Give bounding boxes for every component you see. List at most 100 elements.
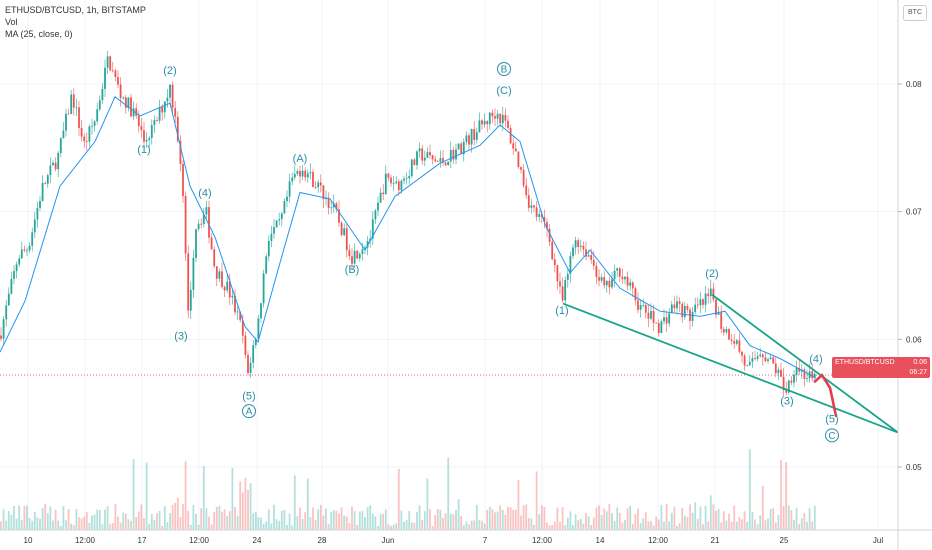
volume-bar — [741, 519, 743, 530]
candle-body — [746, 365, 749, 366]
candle-body — [514, 148, 517, 152]
volume-indicator-label[interactable]: Vol — [5, 17, 18, 27]
price-scale[interactable]: 0.05 0.06 0.07 0.08 — [898, 80, 922, 472]
candle-body — [696, 304, 699, 306]
volume-bar — [691, 512, 694, 530]
volume-bar — [369, 505, 372, 530]
candle-body — [429, 152, 431, 156]
candle-body — [501, 114, 504, 124]
volume-bar — [590, 524, 593, 530]
volume-bar — [748, 449, 751, 530]
candle-body — [104, 67, 106, 89]
candle-body — [572, 247, 574, 257]
time-scale[interactable]: 10 12:00 17 12:00 24 28 Jun 7 12:00 14 12:00 21 25 Ju… — [24, 536, 884, 545]
candle-body — [787, 380, 790, 393]
candle-body — [143, 130, 145, 142]
candle-body — [387, 173, 390, 178]
volume-bar — [624, 520, 626, 530]
candle-body — [522, 169, 525, 186]
volume-bar — [122, 512, 125, 530]
volume-bar — [174, 502, 177, 530]
currency-badge[interactable]: BTC — [903, 5, 927, 21]
candle-body — [405, 178, 408, 179]
volume-bar — [613, 521, 616, 530]
volume-bar — [468, 524, 470, 530]
candle-body — [699, 299, 702, 306]
volume-bar — [202, 466, 205, 530]
candle-body — [579, 245, 582, 247]
volume-bar — [322, 515, 325, 530]
volume-bar — [566, 517, 569, 530]
candle-body — [101, 88, 104, 101]
volume-bar — [187, 510, 190, 530]
volume-bar — [150, 514, 153, 530]
trendline[interactable] — [711, 293, 899, 434]
candle-body — [569, 256, 572, 274]
candle-body — [403, 178, 405, 181]
volume-bar — [543, 506, 546, 530]
volume-bar — [353, 511, 356, 530]
candle-body — [226, 281, 229, 291]
candle-body — [273, 227, 275, 234]
wave-label: (A) — [293, 153, 308, 165]
candle-body — [171, 84, 174, 109]
candle-body — [722, 328, 725, 333]
volume-bar — [67, 509, 70, 530]
volume-bar — [564, 525, 567, 530]
volume-bar — [145, 462, 148, 530]
volume-bar — [509, 507, 512, 530]
candle-body — [527, 195, 530, 208]
volume-bar — [538, 514, 541, 530]
volume-bar — [228, 511, 231, 530]
x-tick-label: 28 — [318, 536, 327, 545]
x-tick-label: 25 — [780, 536, 789, 545]
candle-body — [475, 132, 478, 140]
candle-body — [192, 257, 195, 290]
volume-bar — [730, 521, 733, 530]
candle-body — [312, 171, 314, 188]
volume-bar — [712, 504, 715, 530]
volume-bar — [725, 520, 728, 530]
candle-body — [426, 152, 429, 158]
candle-body — [421, 148, 424, 161]
symbol-title[interactable]: ETHUSD/BTCUSD, 1h, BITSTAMP — [5, 5, 146, 15]
candle-body — [764, 357, 767, 362]
volume-bar — [52, 520, 54, 530]
candle-body — [652, 311, 655, 323]
candle-body — [488, 112, 491, 125]
volume-bar — [20, 519, 23, 530]
candle-body — [317, 182, 320, 188]
volume-bar — [306, 478, 309, 530]
candle-body — [187, 253, 190, 311]
candle-body — [254, 338, 257, 346]
candle-body — [382, 192, 385, 195]
candle-body — [231, 295, 234, 298]
candle-body — [223, 286, 226, 291]
candle-body — [397, 181, 400, 191]
volume-bar — [800, 518, 803, 530]
volume-bar — [85, 512, 88, 530]
volume-bar — [774, 522, 777, 530]
volume-bar — [616, 507, 619, 530]
trendline[interactable] — [562, 302, 899, 434]
candle-body — [189, 289, 192, 311]
volume-bar — [343, 515, 346, 530]
candle-body — [416, 151, 418, 166]
candle-body — [208, 207, 210, 238]
candle-body — [31, 232, 34, 246]
volume-bar — [787, 505, 790, 530]
volume-bar — [273, 504, 275, 530]
ma-indicator-label[interactable]: MA (25, close, 0) — [5, 29, 73, 39]
volume-bar — [111, 523, 114, 530]
last-price-tag: ETHUSD/BTCUSD 0.06 06:27 — [832, 357, 930, 378]
volume-bar — [397, 468, 400, 530]
volume-bar — [314, 520, 317, 530]
volume-bar — [457, 499, 460, 530]
wave-label-circle — [497, 62, 511, 77]
candle-body — [184, 195, 187, 254]
volume-bar — [148, 523, 151, 530]
volume-bar — [49, 506, 52, 530]
volume-bar — [104, 509, 106, 530]
candle-body — [114, 70, 117, 78]
